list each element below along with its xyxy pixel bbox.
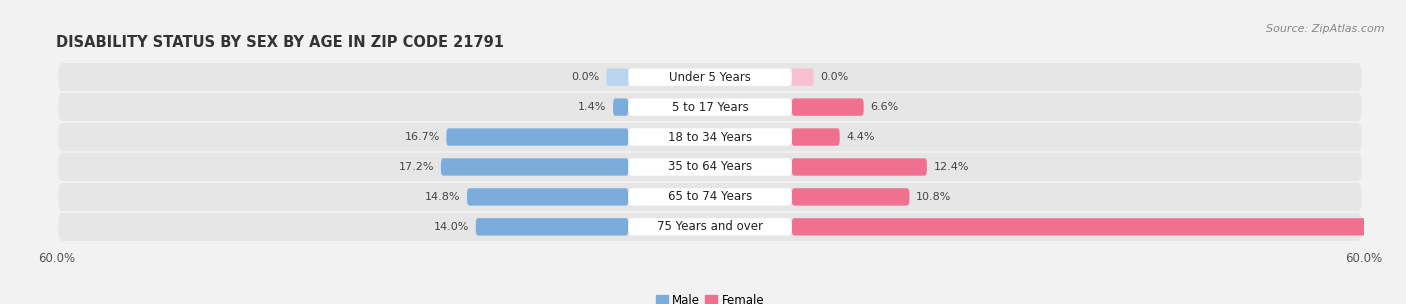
Text: 12.4%: 12.4% (934, 162, 969, 172)
Text: 35 to 64 Years: 35 to 64 Years (668, 161, 752, 174)
FancyBboxPatch shape (628, 188, 792, 206)
FancyBboxPatch shape (792, 218, 1406, 236)
FancyBboxPatch shape (792, 128, 839, 146)
FancyBboxPatch shape (475, 218, 628, 236)
FancyBboxPatch shape (613, 98, 628, 116)
Text: 14.0%: 14.0% (434, 222, 470, 232)
FancyBboxPatch shape (628, 158, 792, 176)
Text: 0.0%: 0.0% (572, 72, 600, 82)
FancyBboxPatch shape (628, 68, 792, 86)
Text: 18 to 34 Years: 18 to 34 Years (668, 130, 752, 143)
FancyBboxPatch shape (446, 128, 628, 146)
FancyBboxPatch shape (59, 63, 1361, 91)
FancyBboxPatch shape (467, 188, 628, 206)
FancyBboxPatch shape (792, 158, 927, 176)
FancyBboxPatch shape (606, 68, 628, 86)
Text: 65 to 74 Years: 65 to 74 Years (668, 190, 752, 203)
Text: 0.0%: 0.0% (820, 72, 848, 82)
Text: 14.8%: 14.8% (425, 192, 461, 202)
Text: Source: ZipAtlas.com: Source: ZipAtlas.com (1267, 24, 1385, 34)
FancyBboxPatch shape (792, 188, 910, 206)
FancyBboxPatch shape (59, 183, 1361, 211)
FancyBboxPatch shape (59, 153, 1361, 181)
Text: 10.8%: 10.8% (915, 192, 952, 202)
Text: 75 Years and over: 75 Years and over (657, 220, 763, 233)
FancyBboxPatch shape (628, 98, 792, 116)
Text: 17.2%: 17.2% (399, 162, 434, 172)
Text: 6.6%: 6.6% (870, 102, 898, 112)
FancyBboxPatch shape (628, 218, 792, 236)
FancyBboxPatch shape (628, 128, 792, 146)
Text: 1.4%: 1.4% (578, 102, 606, 112)
Text: 5 to 17 Years: 5 to 17 Years (672, 101, 748, 114)
FancyBboxPatch shape (59, 213, 1361, 241)
Legend: Male, Female: Male, Female (651, 289, 769, 304)
FancyBboxPatch shape (792, 98, 863, 116)
Text: 16.7%: 16.7% (405, 132, 440, 142)
Text: 4.4%: 4.4% (846, 132, 875, 142)
FancyBboxPatch shape (441, 158, 628, 176)
Text: Under 5 Years: Under 5 Years (669, 71, 751, 84)
Text: DISABILITY STATUS BY SEX BY AGE IN ZIP CODE 21791: DISABILITY STATUS BY SEX BY AGE IN ZIP C… (56, 35, 505, 50)
FancyBboxPatch shape (59, 93, 1361, 121)
FancyBboxPatch shape (59, 123, 1361, 151)
FancyBboxPatch shape (792, 68, 814, 86)
